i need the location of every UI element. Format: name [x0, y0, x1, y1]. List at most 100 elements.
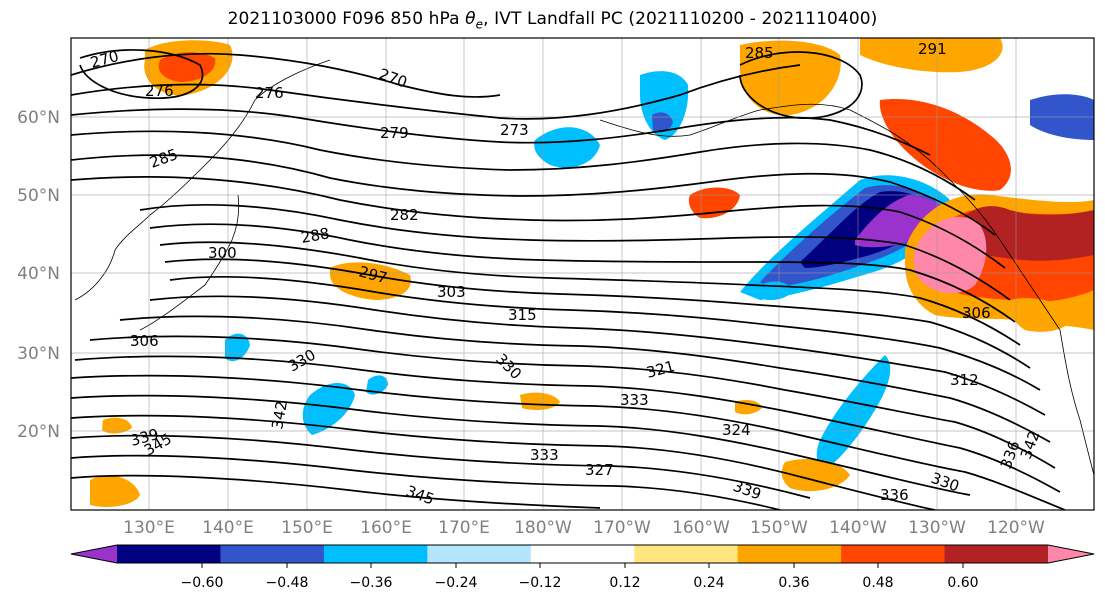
map-title: 2021103000 F096 850 hPa θe, IVT Landfall… [0, 9, 1105, 31]
colorbar-segment [427, 545, 532, 563]
alaska-positive-anomaly [740, 40, 841, 116]
contour-label: 306 [130, 332, 159, 350]
theta-e-contour-339 [71, 454, 781, 510]
title-theta: θ [465, 9, 476, 29]
theta-e-contours [71, 49, 1066, 510]
colorbar: −0.60 −0.48 −0.36 −0.24 −0.12 0.12 0.24 … [70, 544, 1095, 591]
colorbar-tick-label: −0.24 [435, 575, 478, 591]
subtropical-negative-4 [366, 375, 388, 395]
positive-anomaly-core [913, 216, 987, 294]
canada-positive-anomaly [860, 38, 1003, 73]
theta-e-contour-345 [71, 474, 601, 509]
theta-e-contour-276 [71, 108, 931, 156]
colorbar-tick-label: −0.48 [266, 575, 309, 591]
contour-label: 312 [950, 371, 979, 389]
theta-e-contour-270 [71, 52, 501, 98]
contour-label: 315 [508, 306, 537, 324]
title-suffix: , IVT Landfall PC (2021110200 - 20211104… [483, 9, 878, 29]
colorbar-tick-label: 0.24 [693, 575, 724, 591]
theta-e-contour-297 [164, 258, 1031, 369]
contour-label: 285 [745, 44, 774, 62]
contour-label: 300 [208, 244, 237, 262]
colorbar-tick-label: −0.12 [519, 575, 562, 591]
colorbar-extend-min [71, 545, 117, 563]
colorbar-tick-label: −0.36 [350, 575, 393, 591]
contour-label: 273 [500, 121, 529, 139]
colorbar-tick-label: −0.60 [181, 575, 224, 591]
map-panel: 270 276 276 279 273 270 285 291 285 282 … [71, 38, 1094, 510]
colorbar-tick-label: 0.48 [862, 575, 893, 591]
gridlines [71, 38, 1094, 510]
contour-label: 333 [530, 446, 559, 464]
lon-label: 140°W [829, 518, 887, 538]
contour-label: 306 [962, 304, 991, 322]
lon-label: 150°W [750, 518, 808, 538]
colorbar-extend-max [1048, 545, 1094, 563]
theta-e-contour-294 [159, 241, 1021, 346]
contour-label: 291 [918, 40, 947, 58]
theta-e-closed-contour-asia [79, 49, 204, 99]
lon-label: 180°W [514, 518, 572, 538]
theta-e-closed-contour-alaska [739, 51, 863, 119]
coastlines [74, 59, 1094, 476]
na-west-coastline [1059, 329, 1094, 476]
colorbar-segment [530, 545, 635, 563]
lon-label: 120°W [987, 518, 1045, 538]
title-prefix: 2021103000 F096 850 hPa [227, 9, 466, 29]
lon-label: 130°E [123, 518, 175, 538]
colorbar-ticks [201, 563, 964, 568]
lat-label: 60°N [17, 108, 60, 128]
theta-e-contour-291 [149, 223, 1016, 323]
theta-e-contour-300 [169, 275, 1041, 391]
colorbar-tick-label: 0.12 [609, 575, 640, 591]
latitude-labels: 60°N 50°N 40°N 30°N 20°N [17, 108, 60, 442]
title-theta-subscript: e [475, 17, 484, 32]
yukon-positive-anomaly [879, 99, 1011, 191]
colorbar-segment [634, 545, 739, 563]
theta-e-contour-282 [71, 154, 996, 236]
contour-label: 342 [268, 399, 291, 430]
theta-e-contour-303 [149, 295, 1046, 416]
colorbar-tick-label: 0.36 [778, 575, 809, 591]
bering-negative-north [640, 71, 689, 140]
theta-e-contour-273 [71, 64, 801, 120]
subtropical-negative-1 [302, 382, 355, 435]
tropical-positive-3 [1009, 298, 1075, 332]
theta-e-contour-288 [139, 203, 1011, 301]
ivt-shading [90, 38, 1094, 507]
contour-label: 324 [722, 421, 751, 439]
theta-e-contour-285 [71, 176, 1006, 269]
lon-label: 160°W [672, 518, 730, 538]
colorbar-segment [220, 545, 325, 563]
colorbar-segment [841, 545, 946, 563]
theta-e-contour-306 [119, 315, 1051, 443]
lat-label: 20°N [17, 422, 60, 442]
theta-e-contour-327 [71, 414, 936, 510]
tropical-positive-6 [102, 417, 132, 434]
colorbar-tick-labels: −0.60 −0.48 −0.36 −0.24 −0.12 0.12 0.24 … [181, 575, 979, 591]
subtropical-negative-2 [225, 333, 250, 362]
asia-coastline [74, 59, 331, 301]
siberia-positive-inner [158, 52, 216, 82]
bering-negative-anomaly [534, 127, 600, 168]
contour-label: 276 [255, 84, 284, 102]
theta-e-contour-309 [89, 335, 1056, 469]
theta-e-contour-333 [71, 434, 811, 499]
tropical-positive-1 [90, 475, 140, 507]
lon-label: 170°E [438, 518, 490, 538]
lat-label: 50°N [17, 186, 60, 206]
colorbar-segment [117, 545, 221, 563]
theta-e-contour-321 [71, 394, 971, 496]
longitude-labels: 130°E 140°E 150°E 160°E 170°E 180°W 170°… [123, 518, 1045, 538]
japan-coastline [139, 194, 240, 331]
contour-label: 288 [300, 224, 331, 247]
colorbar-segment [737, 545, 842, 563]
lat-label: 40°N [17, 264, 60, 284]
lon-label: 150°E [281, 518, 333, 538]
colorbar-tick-label: 0.60 [947, 575, 978, 591]
lon-label: 140°E [202, 518, 254, 538]
lat-label: 30°N [17, 344, 60, 364]
bering-negative-north-core [652, 112, 673, 133]
tropical-positive-2 [781, 458, 850, 492]
